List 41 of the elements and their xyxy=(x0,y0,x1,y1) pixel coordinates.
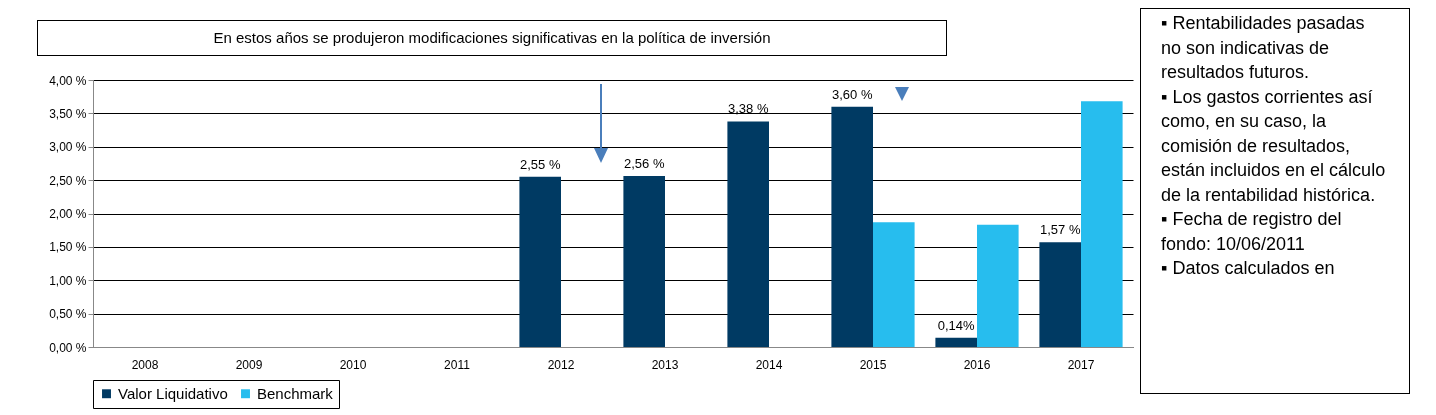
legend-label: Benchmark xyxy=(257,384,334,402)
bar xyxy=(977,224,1019,347)
chart-title: En estos años se produjeron modificaciones significativas en la política de inversión xyxy=(37,20,947,56)
y-tick-label: 3,50 % xyxy=(49,106,87,121)
y-tick-label: 1,50 % xyxy=(49,240,87,255)
data-label: 3,38 % xyxy=(727,101,769,117)
data-label: 1,57 % xyxy=(1039,222,1081,238)
x-tick-label: 2016 xyxy=(963,357,991,372)
bar xyxy=(519,176,561,347)
y-tick-label: 0,00 % xyxy=(49,340,87,355)
y-tick-label: 4,00 % xyxy=(49,73,87,88)
x-tick-label: 2010 xyxy=(339,357,367,372)
y-tick-label: 1,00 % xyxy=(49,273,87,288)
x-tick-label: 2011 xyxy=(444,357,471,372)
bar xyxy=(727,121,769,347)
x-tick-label: 2015 xyxy=(859,357,887,372)
y-tick-label: 0,50 % xyxy=(49,307,87,322)
data-label: 2,56 % xyxy=(623,156,665,172)
bar xyxy=(1039,242,1081,347)
y-tick-label: 2,00 % xyxy=(49,207,87,221)
x-tick-label: 2008 xyxy=(131,357,159,372)
bar xyxy=(623,176,665,347)
x-tick-label: 2012 xyxy=(547,357,575,372)
x-tick-label: 2014 xyxy=(755,357,783,372)
bar xyxy=(831,106,873,347)
text: ▪ Rentabilidades pasadas no son indicativas de resultados futuros. xyxy=(1161,12,1366,84)
y-tick-label: 2,50 % xyxy=(49,173,87,188)
data-label: 3,60 % xyxy=(831,86,873,102)
bar xyxy=(935,337,977,347)
x-tick-label: 2013 xyxy=(651,357,679,372)
legend-label: Valor Liquidativo xyxy=(118,384,228,402)
x-tick-label: 2017 xyxy=(1067,357,1095,372)
y-tick-label: 3,00 % xyxy=(49,140,87,155)
text: ▪ Datos calculados en xyxy=(1161,257,1336,280)
x-tick-label: 2009 xyxy=(235,357,263,372)
text: ▪ Los gastos corrientes así como, en su caso, la comisión de resultados, están incluidos en el cálculo de la rentabilidad histórica. xyxy=(1161,85,1387,207)
bar xyxy=(1081,101,1123,347)
data-label: 0,14% xyxy=(937,317,976,333)
data-label: 2,55 % xyxy=(519,156,561,172)
text: ▪ Fecha de registro del fondo: 10/06/2011 xyxy=(1161,208,1343,256)
bar xyxy=(873,222,915,347)
